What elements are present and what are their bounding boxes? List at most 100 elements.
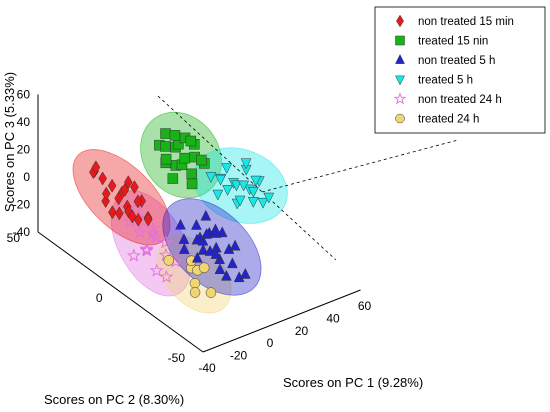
data-point <box>146 226 161 240</box>
data-point <box>160 141 171 152</box>
data-point <box>189 278 201 289</box>
data-point <box>101 186 111 201</box>
data-point <box>169 130 181 141</box>
data-point <box>222 185 234 196</box>
x-tick-label: 0 <box>267 336 274 350</box>
data-point <box>149 263 164 277</box>
data-point <box>129 201 144 215</box>
data-point <box>163 255 175 266</box>
data-point <box>148 229 163 243</box>
data-point <box>107 178 117 193</box>
data-point <box>205 287 217 298</box>
data-point <box>231 180 242 192</box>
data-point <box>158 235 173 249</box>
legend-entry: non treated 5 h <box>418 55 495 67</box>
data-point <box>257 197 269 209</box>
data-point <box>214 263 226 274</box>
legend-marker <box>395 75 405 86</box>
data-point <box>191 233 203 245</box>
legend-entry: non treated 24 h <box>418 94 502 106</box>
x-axis-line <box>202 289 361 353</box>
data-point <box>139 241 154 255</box>
legend-entry: treated 15 nin <box>418 36 488 48</box>
legend-entry: treated 24 h <box>418 114 479 126</box>
data-point <box>128 209 137 224</box>
data-point <box>130 180 139 195</box>
data-point <box>143 212 153 227</box>
data-point <box>160 128 171 139</box>
data-point <box>197 243 209 255</box>
x-tick-label: 40 <box>326 311 340 325</box>
data-point <box>139 242 154 256</box>
y-axis-label: Scores on PC 2 (8.30%) <box>44 392 184 407</box>
data-point <box>167 173 179 184</box>
data-point <box>196 154 207 166</box>
data-point <box>132 224 147 239</box>
data-point <box>216 226 228 238</box>
data-point <box>234 195 246 207</box>
ellipsoid-axis-line <box>157 95 337 261</box>
data-point <box>239 267 251 279</box>
data-point <box>221 163 233 175</box>
data-point <box>190 218 202 230</box>
ellipsoid-axis-line <box>261 139 459 193</box>
axes <box>37 94 361 353</box>
data-point <box>186 178 198 190</box>
data-points <box>89 128 275 298</box>
data-point <box>205 172 217 184</box>
y-tick-label: -50 <box>168 351 186 365</box>
z-tick-label: -20 <box>13 198 31 212</box>
data-point <box>91 160 101 175</box>
legend-marker <box>393 92 407 105</box>
data-point <box>191 251 203 263</box>
z-axis-label: Scores on PC 3 (5.33%) <box>2 72 17 212</box>
legend-entry: non treated 15 min <box>418 16 514 28</box>
data-point <box>185 135 197 147</box>
y-axis-line <box>37 231 204 353</box>
data-point <box>229 239 241 251</box>
data-point <box>238 180 250 192</box>
data-point <box>212 189 224 201</box>
x-tick-label: -20 <box>230 349 248 363</box>
data-point <box>145 221 160 235</box>
data-point <box>197 234 209 246</box>
z-tick-label: 20 <box>17 143 31 157</box>
x-axis-label: Scores on PC 1 (9.28%) <box>283 375 423 390</box>
data-point <box>178 233 190 244</box>
data-point <box>200 209 212 221</box>
data-point <box>179 152 190 164</box>
data-point <box>120 182 130 197</box>
z-tick-label: 40 <box>17 115 31 129</box>
x-tick-label: 20 <box>295 324 309 338</box>
legend-marker <box>396 14 404 28</box>
data-point <box>160 153 172 165</box>
data-point <box>215 174 226 186</box>
y-tick-label: 50 <box>7 231 21 245</box>
data-point <box>126 248 141 262</box>
z-tick-label: 60 <box>17 88 31 102</box>
data-point <box>201 227 213 239</box>
legend-marker <box>395 35 405 46</box>
data-point <box>210 248 222 259</box>
data-point <box>178 243 190 254</box>
data-point <box>226 257 238 269</box>
y-tick-label: 0 <box>96 291 103 305</box>
data-point <box>133 194 143 209</box>
legend-box <box>374 6 546 134</box>
x-tick-label: -40 <box>198 361 216 375</box>
x-tick-label: 60 <box>358 299 372 313</box>
data-point <box>98 171 107 186</box>
data-point <box>204 244 216 256</box>
legend: non treated 15 min treated 15 nin non trea… <box>374 6 546 134</box>
data-point <box>263 192 275 204</box>
legend-marker <box>395 113 405 124</box>
data-point <box>108 205 117 220</box>
data-point <box>247 186 259 198</box>
data-point <box>240 158 252 170</box>
data-point <box>198 262 210 273</box>
data-point <box>159 269 174 283</box>
z-tick-label: 0 <box>23 170 30 184</box>
data-point <box>189 287 201 298</box>
